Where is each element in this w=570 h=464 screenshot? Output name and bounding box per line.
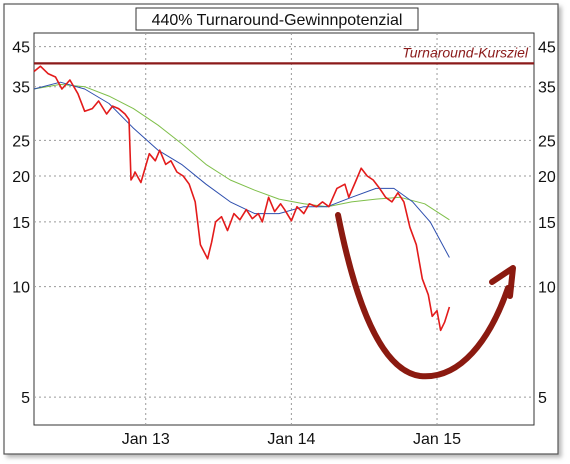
grid [34,33,534,425]
tick-labels: 5 5 10 10 15 15 20 20 25 25 35 35 45 45 Jan 13 Jan 14 Ja… [12,40,556,448]
turnaround-arrow-head [489,265,516,299]
y-tick-label-left: 35 [12,80,30,97]
annotation-group [335,212,516,380]
y-tick-label-right: 20 [538,169,556,186]
price-line [33,65,451,332]
y-tick-label-right: 45 [538,40,556,57]
ma-green-line [33,83,450,221]
y-tick-label-right: 25 [538,133,556,150]
title-box [135,7,419,31]
plot-area [33,32,535,426]
y-tick-label-right: 35 [538,80,556,97]
chart-title: 440% Turnaround-Gewinnpotenzial [152,12,403,29]
ma-blue-line [33,81,450,258]
y-tick-label-right: 15 [538,215,556,232]
target-line-group: Turnaround-Kursziel [34,44,534,65]
y-tick-label-right: 10 [538,280,556,297]
y-tick-label-left: 15 [12,215,30,232]
x-tick-label: Jan 15 [413,431,461,448]
y-tick-label-left: 45 [12,40,30,57]
y-tick-label-left: 10 [12,280,30,297]
turnaround-arrow-curve [335,212,511,380]
y-tick-label-left: 5 [21,390,30,407]
series-group [33,65,451,332]
x-tick-label: Jan 14 [267,431,315,448]
y-tick-label-left: 25 [12,133,30,150]
y-tick-label-right: 5 [538,390,547,407]
y-tick-label-left: 20 [12,169,30,186]
target-line-label: Turnaround-Kursziel [402,44,529,60]
x-tick-label: Jan 13 [122,431,170,448]
